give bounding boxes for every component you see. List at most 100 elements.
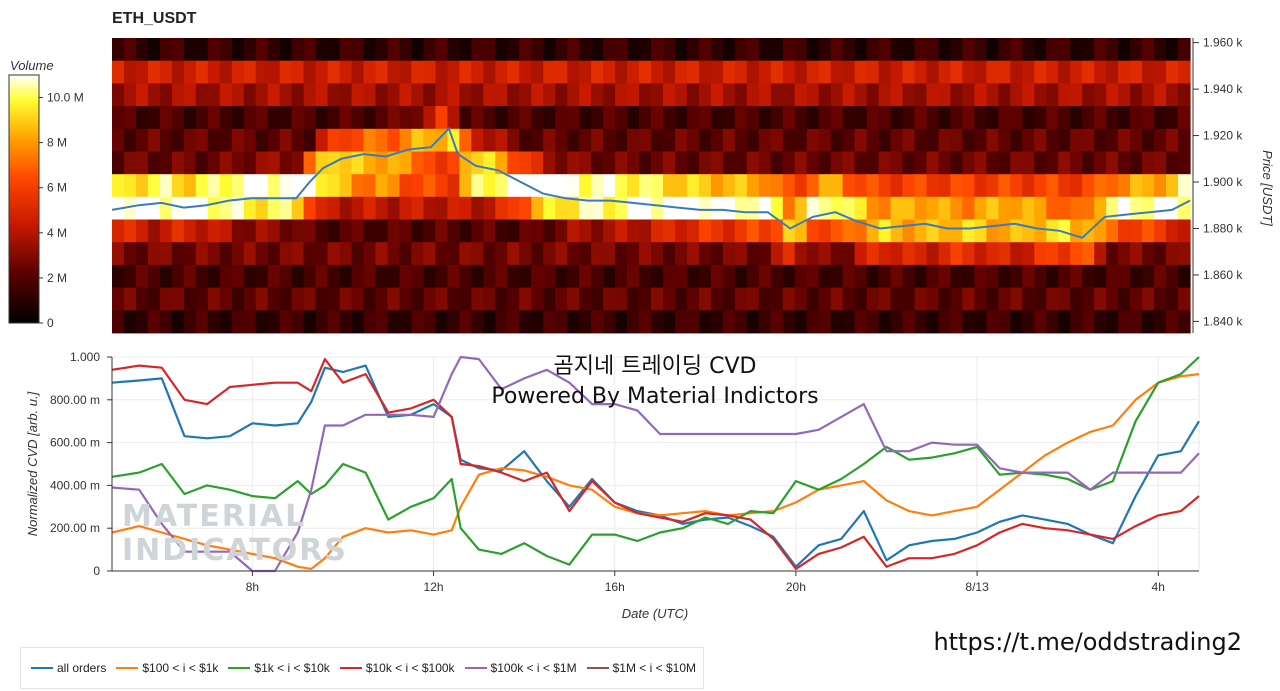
heatmap-cell — [758, 196, 772, 220]
telegram-url[interactable]: https://t.me/oddstrading2 — [933, 628, 1242, 656]
heatmap-cell — [854, 310, 868, 334]
heatmap-cell — [782, 264, 796, 288]
heatmap-cell — [219, 219, 233, 243]
heatmap-cell — [447, 242, 460, 266]
heatmap-cell — [579, 128, 592, 152]
heatmap-cell — [902, 310, 916, 334]
heatmap-cell — [531, 38, 544, 62]
heatmap-cell — [399, 310, 413, 334]
heatmap-cell — [255, 310, 269, 334]
heatmap-cell — [471, 38, 484, 62]
heatmap-cell — [1118, 151, 1131, 175]
heatmap-cell — [423, 174, 436, 198]
heatmap-cell — [483, 219, 496, 243]
heatmap-cell — [531, 287, 544, 311]
heatmap-cell — [279, 106, 293, 130]
heatmap-cell — [663, 151, 676, 175]
heatmap-cell — [794, 60, 808, 84]
heatmap-cell — [447, 219, 460, 243]
heatmap-cell — [183, 264, 197, 288]
heatmap-cell — [387, 106, 401, 130]
heatmap-cell — [363, 264, 377, 288]
heatmap-cell — [507, 60, 520, 84]
legend-item[interactable]: $10k < i < $100k — [339, 661, 455, 675]
heatmap-cell — [770, 196, 784, 220]
heatmap-cell — [543, 196, 556, 220]
heatmap-cell — [171, 242, 185, 266]
heatmap-cell — [375, 38, 389, 62]
heatmap-cell — [722, 264, 736, 288]
heatmap-cell — [339, 83, 353, 107]
heatmap-cell — [878, 38, 892, 62]
heatmap-cell — [291, 106, 305, 130]
heatmap-cell — [195, 287, 209, 311]
heatmap-cell — [1046, 174, 1059, 198]
legend-item[interactable]: all orders — [31, 661, 106, 675]
heatmap-cell — [794, 128, 808, 152]
heatmap-cell — [1046, 264, 1059, 288]
heatmap-cell — [926, 60, 940, 84]
heatmap-cell — [255, 242, 269, 266]
legend-item[interactable]: $1k < i < $10k — [228, 661, 330, 675]
heatmap-cell — [1058, 264, 1071, 288]
heatmap-cell — [698, 287, 712, 311]
heatmap-cell — [495, 264, 508, 288]
x-tick-label: 20h — [786, 580, 806, 594]
heatmap-cell — [746, 196, 760, 220]
heatmap-cell — [986, 174, 999, 198]
heatmap-cell — [806, 196, 820, 220]
heatmap-cell — [663, 83, 676, 107]
heatmap-cell — [147, 174, 161, 198]
legend-item[interactable]: $100 < i < $1k — [116, 661, 218, 675]
heatmap-cell — [698, 83, 712, 107]
heatmap-cell — [147, 128, 161, 152]
heatmap-cell — [770, 151, 784, 175]
heatmap-cell — [758, 287, 772, 311]
heatmap-cell — [279, 264, 293, 288]
heatmap-cell — [531, 83, 544, 107]
heatmap-cell — [878, 310, 892, 334]
heatmap-cell — [591, 174, 604, 198]
heatmap-cell — [722, 151, 736, 175]
heatmap-cell — [195, 264, 209, 288]
heatmap-cell — [1154, 287, 1167, 311]
heatmap-cell — [986, 287, 999, 311]
legend-swatch — [339, 667, 362, 669]
heatmap-cell — [627, 310, 640, 334]
legend-item[interactable]: $1M < i < $10M — [586, 661, 696, 675]
legend-item[interactable]: $100k < i < $1M — [464, 661, 577, 675]
heatmap-cell — [1178, 83, 1191, 107]
heatmap-cell — [686, 83, 700, 107]
heatmap-cell — [651, 83, 664, 107]
heatmap-cell — [1082, 83, 1095, 107]
heatmap-cell — [1166, 38, 1179, 62]
heatmap-cell — [1166, 60, 1179, 84]
heatmap-cell — [710, 60, 724, 84]
heatmap-cell — [806, 219, 820, 243]
heatmap-cell — [531, 60, 544, 84]
heatmap-cell — [147, 60, 161, 84]
heatmap-cell — [351, 219, 365, 243]
heatmap-cell — [147, 264, 161, 288]
heatmap-cell — [1070, 83, 1083, 107]
heatmap-cell — [399, 38, 413, 62]
heatmap-cell — [950, 196, 963, 220]
heatmap-cell — [267, 128, 281, 152]
heatmap-cell — [207, 106, 221, 130]
heatmap-cell — [219, 38, 233, 62]
heatmap-cell — [231, 60, 245, 84]
heatmap-cell — [1070, 128, 1083, 152]
heatmap-cell — [782, 287, 796, 311]
series-line-all-orders — [111, 364, 1200, 568]
heatmap-cell — [866, 264, 880, 288]
heatmap-cell — [734, 106, 748, 130]
heatmap-cell — [363, 196, 377, 220]
heatmap-cell — [722, 242, 736, 266]
heatmap-cell — [722, 196, 736, 220]
heatmap-cell — [651, 196, 664, 220]
heatmap-cell — [231, 83, 245, 107]
heatmap-cell — [1166, 174, 1179, 198]
heatmap-cell — [435, 264, 448, 288]
heatmap-cell — [591, 83, 604, 107]
heatmap-cell — [686, 151, 700, 175]
